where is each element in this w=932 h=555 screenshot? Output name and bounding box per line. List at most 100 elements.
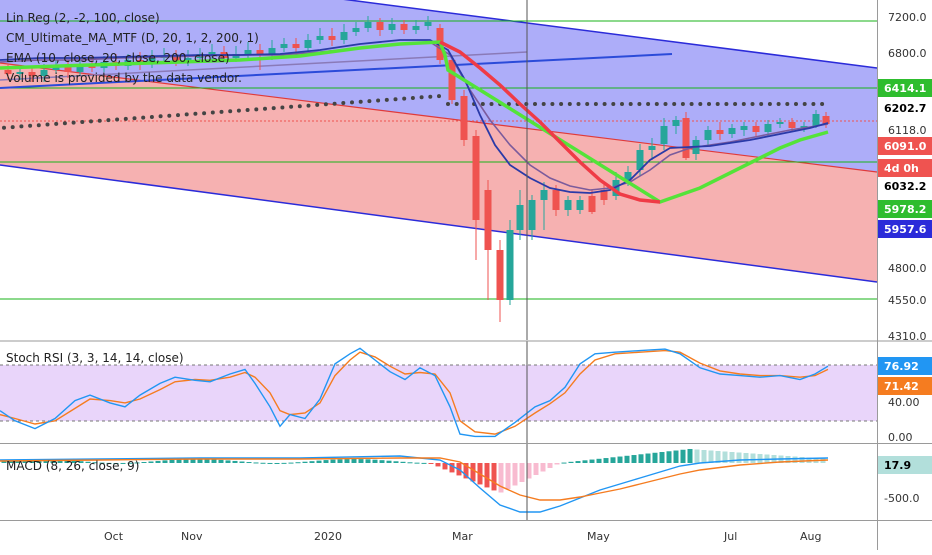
macd-bar	[498, 463, 504, 493]
legend-stoch[interactable]: Stoch RSI (3, 3, 14, 14, close)	[6, 351, 184, 365]
legend-ema[interactable]: EMA (10, close, 20, close, 200, close)	[6, 51, 230, 65]
macd-bar	[358, 459, 364, 463]
price-badge: 6091.0	[884, 140, 927, 153]
sar-dot	[724, 102, 729, 106]
candle-body	[76, 64, 84, 72]
sar-dot	[236, 108, 241, 113]
price-tick: 4550.0	[888, 294, 927, 307]
candle-body	[776, 122, 784, 124]
sar-dot	[663, 102, 668, 106]
price-tick: 6800.0	[888, 47, 927, 60]
macd-bar	[246, 462, 252, 464]
macd-bar	[673, 450, 679, 463]
macd-bar	[386, 460, 392, 463]
macd-bar	[463, 463, 469, 479]
sar-dot	[541, 102, 546, 106]
macd-bar	[743, 453, 749, 463]
macd-bar	[302, 461, 308, 463]
macd-bar	[449, 463, 455, 473]
price-badge-bg	[878, 220, 932, 238]
macd-bar	[596, 458, 602, 463]
sar-dot	[559, 102, 564, 106]
sar-dot	[715, 102, 720, 106]
macd-bar	[610, 457, 616, 463]
macd-bar	[204, 459, 210, 463]
candle-body	[812, 114, 820, 126]
sar-dot	[36, 123, 41, 128]
price-axis[interactable]: 7200.0 6800.0 6118.0 4800.0 4550.0 4310.…	[888, 11, 927, 343]
legend-cm-ma[interactable]: CM_Ultimate_MA_MTF (D, 20, 1, 2, 200, 1)	[6, 31, 259, 45]
candle-body	[788, 122, 796, 128]
stoch-k-line	[0, 347, 829, 438]
price-badge-bg	[878, 159, 932, 177]
price-tick: 6118.0	[888, 124, 927, 137]
macd-bar	[148, 461, 154, 463]
stoch-badge: 71.42	[884, 380, 919, 393]
macd-bar	[638, 454, 644, 463]
candle-body	[40, 70, 48, 76]
macd-bar	[582, 460, 588, 463]
macd-bar	[715, 451, 721, 463]
candle-body	[672, 120, 680, 126]
trendline-blue	[0, 53, 673, 89]
candle-body	[340, 32, 348, 40]
sar-dot	[193, 111, 198, 116]
channel-top-line	[343, 0, 877, 69]
time-axis[interactable]: Oct Nov 2020 Mar May Jul Aug	[104, 530, 821, 543]
sar-dot	[115, 117, 120, 122]
sar-dot	[2, 125, 6, 130]
candle-body	[540, 190, 548, 200]
macd-bar	[722, 451, 728, 463]
sar-dot	[315, 102, 320, 107]
macd-bar	[631, 455, 637, 463]
legend-linreg[interactable]: Lin Reg (2, -2, 100, close)	[6, 11, 160, 25]
price-badge-bg	[878, 177, 932, 195]
sar-dot	[646, 102, 651, 106]
macd-bar	[120, 462, 126, 464]
macd-line	[0, 455, 829, 513]
sar-dot	[210, 110, 215, 115]
price-badge: 6032.2	[884, 180, 926, 193]
macd-bar	[351, 459, 357, 463]
candle-body	[636, 150, 644, 170]
candle-body	[648, 146, 656, 150]
macd-bar	[589, 459, 595, 463]
macd-bar	[176, 459, 182, 463]
macd-bar	[141, 461, 147, 463]
macd-bar	[78, 461, 84, 463]
candle-body	[352, 28, 360, 32]
candle-body	[16, 72, 24, 74]
stoch-axis[interactable]: 40.00 0.00	[888, 396, 920, 444]
price-badge: 5957.6	[884, 223, 927, 236]
legend-volume[interactable]: Volume is provided by the data vendor.	[6, 71, 242, 85]
sar-dot	[506, 102, 511, 106]
candle-body	[148, 58, 156, 64]
ema-fast-line	[0, 39, 829, 194]
macd-bar	[330, 459, 336, 463]
sar-dot	[271, 106, 276, 111]
macd-bar	[274, 462, 280, 464]
time-tick: May	[587, 530, 610, 543]
stoch-pane: Stoch RSI (3, 3, 14, 14, close)	[0, 341, 877, 443]
sar-dot	[489, 102, 494, 106]
price-badge-bg	[878, 79, 932, 97]
candle-body	[552, 190, 560, 210]
sar-dot	[28, 123, 33, 128]
macd-bar	[708, 450, 714, 463]
legend-macd[interactable]: MACD (8, 26, close, 9)	[6, 459, 139, 473]
macd-bar	[568, 461, 574, 463]
macd-axis[interactable]: -500.0	[884, 492, 919, 505]
sar-dot	[454, 102, 459, 106]
macd-bar	[183, 459, 189, 463]
upper-channel-fill	[0, 0, 877, 172]
macd-bar	[414, 462, 420, 464]
macd-bar	[197, 459, 203, 463]
macd-bar	[337, 459, 343, 463]
candle-body	[740, 126, 748, 130]
time-tick: Mar	[452, 530, 473, 543]
macd-signal-line	[0, 457, 829, 501]
macd-badge-bg	[878, 456, 932, 474]
sar-dot	[254, 107, 259, 112]
